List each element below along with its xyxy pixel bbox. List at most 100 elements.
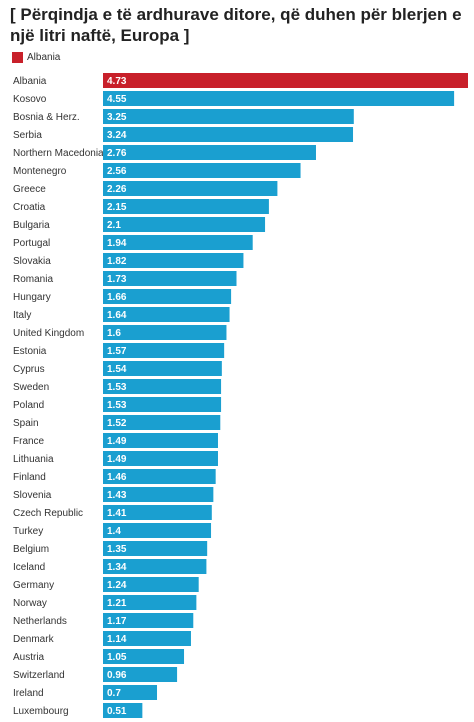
value-label-austria: 1.05 xyxy=(107,652,127,663)
legend-swatch-albania xyxy=(12,52,23,63)
category-label-united-kingdom: United Kingdom xyxy=(13,328,84,339)
bar-ireland xyxy=(103,685,158,700)
bar-turkey xyxy=(103,523,212,538)
value-label-montenegro: 2.56 xyxy=(107,166,127,177)
category-label-estonia: Estonia xyxy=(13,346,47,357)
category-label-luxembourg: Luxembourg xyxy=(13,706,69,717)
value-label-ireland: 0.7 xyxy=(107,688,121,699)
category-label-italy: Italy xyxy=(13,310,31,321)
value-label-sweden: 1.53 xyxy=(107,382,127,393)
bar-hungary xyxy=(103,289,232,304)
category-label-czech-republic: Czech Republic xyxy=(13,508,83,519)
category-label-bosnia-herz: Bosnia & Herz. xyxy=(13,112,80,123)
bar-norway xyxy=(103,595,197,610)
bar-slovakia xyxy=(103,253,244,268)
bar-northern-macedonia xyxy=(103,145,316,160)
bar-netherlands xyxy=(103,613,194,628)
bar-albania xyxy=(103,73,468,88)
value-label-norway: 1.21 xyxy=(107,598,127,609)
bar-iceland xyxy=(103,559,207,574)
bar-bosnia-herz xyxy=(103,109,354,124)
value-label-hungary: 1.66 xyxy=(107,292,127,303)
category-label-belgium: Belgium xyxy=(13,544,49,555)
category-label-france: France xyxy=(13,436,45,447)
category-label-denmark: Denmark xyxy=(13,634,55,645)
value-label-switzerland: 0.96 xyxy=(107,670,127,681)
value-label-kosovo: 4.55 xyxy=(107,94,127,105)
category-label-slovakia: Slovakia xyxy=(13,256,51,267)
value-label-slovakia: 1.82 xyxy=(107,256,127,267)
bar-united-kingdom xyxy=(103,325,227,340)
bar-sweden xyxy=(103,379,222,394)
category-label-romania: Romania xyxy=(13,274,53,285)
bar-montenegro xyxy=(103,163,301,178)
value-label-luxembourg: 0.51 xyxy=(107,706,127,717)
bar-finland xyxy=(103,469,216,484)
category-label-norway: Norway xyxy=(13,598,47,609)
bar-bulgaria xyxy=(103,217,266,232)
bar-czech-republic xyxy=(103,505,212,520)
category-label-portugal: Portugal xyxy=(13,238,50,249)
bar-france xyxy=(103,433,218,448)
bar-slovenia xyxy=(103,487,214,502)
category-label-kosovo: Kosovo xyxy=(13,94,47,105)
bar-spain xyxy=(103,415,221,430)
category-label-croatia: Croatia xyxy=(13,202,46,213)
value-label-estonia: 1.57 xyxy=(107,346,127,357)
value-label-croatia: 2.15 xyxy=(107,202,127,213)
bar-poland xyxy=(103,397,222,412)
category-label-germany: Germany xyxy=(13,580,54,591)
category-label-netherlands: Netherlands xyxy=(13,616,67,627)
category-label-lithuania: Lithuania xyxy=(13,454,54,465)
category-label-austria: Austria xyxy=(13,652,45,663)
bar-portugal xyxy=(103,235,253,250)
value-label-united-kingdom: 1.6 xyxy=(107,328,121,339)
value-label-albania: 4.73 xyxy=(107,76,127,87)
value-label-belgium: 1.35 xyxy=(107,544,127,555)
category-label-greece: Greece xyxy=(13,184,46,195)
legend-label-albania: Albania xyxy=(27,52,61,63)
bar-serbia xyxy=(103,127,354,142)
category-label-bulgaria: Bulgaria xyxy=(13,220,50,231)
bar-lithuania xyxy=(103,451,218,466)
category-label-slovenia: Slovenia xyxy=(13,490,52,501)
bar-croatia xyxy=(103,199,269,214)
category-label-northern-macedonia: Northern Macedonia xyxy=(13,148,104,159)
category-label-sweden: Sweden xyxy=(13,382,49,393)
bar-germany xyxy=(103,577,199,592)
category-label-montenegro: Montenegro xyxy=(13,166,67,177)
bar-romania xyxy=(103,271,237,286)
value-label-france: 1.49 xyxy=(107,436,127,447)
category-label-switzerland: Switzerland xyxy=(13,670,65,681)
value-label-turkey: 1.4 xyxy=(107,526,121,537)
bar-belgium xyxy=(103,541,208,556)
category-label-iceland: Iceland xyxy=(13,562,45,573)
chart-title: [ Përqindja e të ardhurave ditore, që du… xyxy=(10,5,462,45)
bar-denmark xyxy=(103,631,191,646)
value-label-northern-macedonia: 2.76 xyxy=(107,148,127,159)
category-label-finland: Finland xyxy=(13,472,46,483)
category-label-albania: Albania xyxy=(13,76,47,87)
bar-kosovo xyxy=(103,91,455,106)
bar-luxembourg xyxy=(103,703,143,718)
value-label-bulgaria: 2.1 xyxy=(107,220,121,231)
legend: Albania xyxy=(12,52,60,63)
value-label-czech-republic: 1.41 xyxy=(107,508,127,519)
value-label-slovenia: 1.43 xyxy=(107,490,127,501)
category-label-hungary: Hungary xyxy=(13,292,51,303)
category-label-turkey: Turkey xyxy=(13,526,43,537)
category-label-ireland: Ireland xyxy=(13,688,44,699)
value-label-greece: 2.26 xyxy=(107,184,127,195)
bar-cyprus xyxy=(103,361,222,376)
value-label-iceland: 1.34 xyxy=(107,562,127,573)
value-label-romania: 1.73 xyxy=(107,274,127,285)
value-label-poland: 1.53 xyxy=(107,400,127,411)
value-label-serbia: 3.24 xyxy=(107,130,127,141)
value-label-denmark: 1.14 xyxy=(107,634,127,645)
category-label-poland: Poland xyxy=(13,400,44,411)
category-label-cyprus: Cyprus xyxy=(13,364,45,375)
value-label-italy: 1.64 xyxy=(107,310,127,321)
value-label-cyprus: 1.54 xyxy=(107,364,127,375)
value-label-bosnia-herz: 3.25 xyxy=(107,112,127,123)
